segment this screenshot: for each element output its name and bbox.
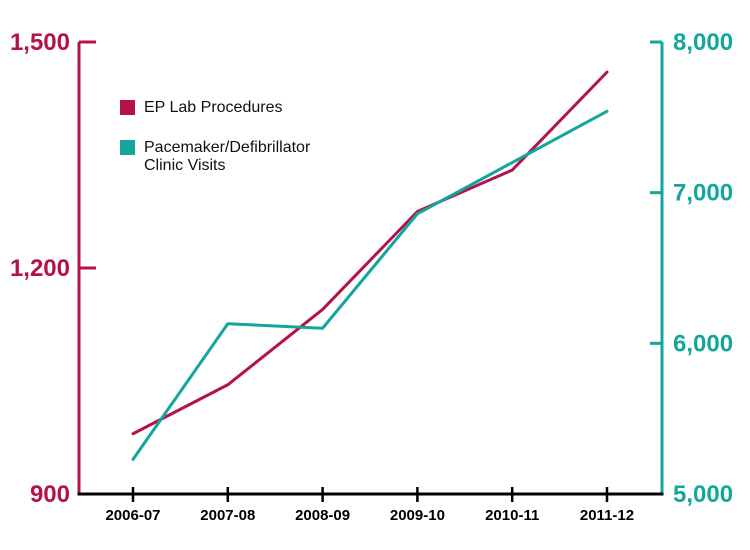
x-axis-tick-label: 2011-12: [580, 507, 634, 524]
legend-label-clinic-visits: Pacemaker/Defibrillator Clinic Visits: [144, 138, 311, 174]
x-axis-tick-label: 2009-10: [390, 507, 445, 524]
x-axis-tick-label: 2008-09: [295, 507, 350, 524]
series-line-pacemaker-defibrillator: [131, 109, 609, 461]
legend-label-ep-lab-procedures: EP Lab Procedures: [144, 99, 283, 116]
left-y-axis-tick-label: 1,500: [10, 29, 70, 56]
right-y-axis-tick-label: 6,000: [673, 330, 733, 357]
x-axis-tick-label: 2006-07: [105, 507, 160, 524]
right-y-axis-tick-label: 8,000: [673, 29, 733, 56]
legend-item-ep-lab-procedures: EP Lab Procedures: [120, 99, 310, 117]
legend-swatch-ep-lab-procedures: [120, 100, 135, 115]
legend: EP Lab Procedures Pacemaker/Defibrillato…: [120, 99, 310, 175]
x-axis-tick-label: 2007-08: [200, 507, 255, 524]
legend-swatch-clinic-visits: [120, 139, 135, 155]
x-axis-tick-label: 2010-11: [485, 507, 539, 524]
legend-item-clinic-visits: Pacemaker/Defibrillator Clinic Visits: [120, 139, 310, 175]
right-y-axis-tick-label: 5,000: [673, 481, 733, 508]
right-y-axis-tick-label: 7,000: [673, 180, 733, 207]
left-y-axis-tick-label: 900: [30, 481, 70, 508]
left-y-axis-tick-label: 1,200: [10, 255, 70, 282]
